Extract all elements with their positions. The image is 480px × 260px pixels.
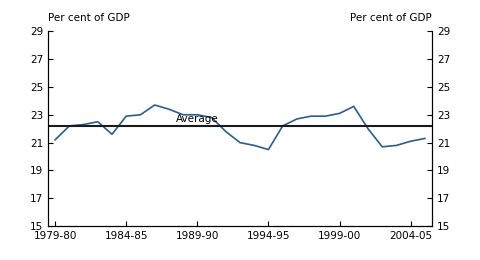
Text: Per cent of GDP: Per cent of GDP bbox=[48, 14, 130, 23]
Text: Per cent of GDP: Per cent of GDP bbox=[350, 14, 432, 23]
Text: Average: Average bbox=[176, 114, 219, 124]
